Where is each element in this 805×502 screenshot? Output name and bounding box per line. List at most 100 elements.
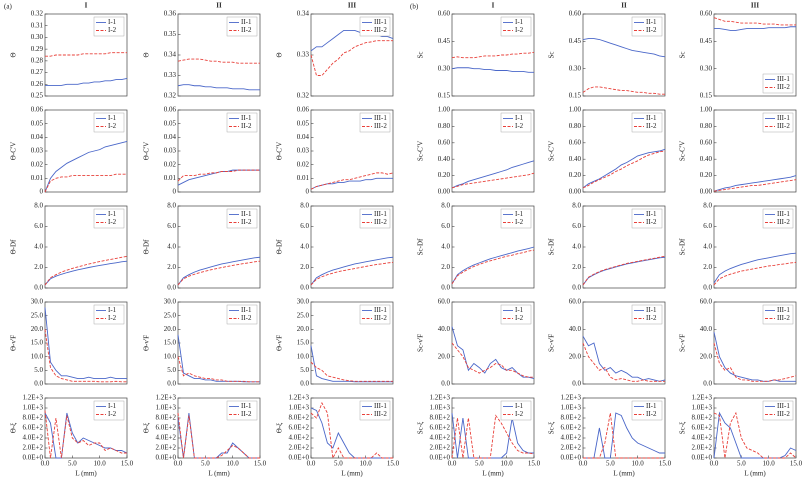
legend-box: [762, 208, 794, 229]
legend-label: III-1: [374, 306, 387, 314]
y-tick-label: 0.30: [569, 64, 582, 72]
legend-box: [762, 304, 794, 325]
legend-label: II-2: [646, 218, 657, 226]
y-tick-label: 0.05: [297, 119, 310, 127]
y-tick-label: 1.0E+3: [23, 404, 44, 412]
y-tick-label: 0.80: [700, 122, 713, 130]
data-line: [713, 342, 797, 382]
legend-label: II-1: [241, 210, 252, 218]
legend-label: I-2: [515, 314, 524, 322]
legend-label: II-1: [241, 18, 252, 26]
data-line: [44, 410, 127, 459]
y-tick-label: 0.03: [164, 147, 177, 155]
y-tick-label: 0.60: [438, 138, 451, 146]
y-tick-label: 0.02: [164, 160, 177, 168]
data-line: [310, 261, 394, 286]
y-tick-label: 10.0: [297, 352, 310, 360]
data-line: [177, 169, 260, 186]
plot-frame: [44, 13, 128, 97]
data-line: [451, 342, 534, 378]
y-tick-label: 6.0E+2: [430, 424, 451, 432]
plot-frame: [582, 13, 666, 97]
data-line: [177, 169, 260, 182]
legend-label: II-2: [241, 218, 252, 226]
y-tick-label: 0.33: [164, 71, 177, 79]
legend-label: II-1: [646, 210, 657, 218]
y-tick-label: 20.0: [700, 352, 713, 360]
y-tick-label: 0.60: [569, 138, 582, 146]
data-line: [713, 411, 797, 459]
y-tick-label: 30.0: [164, 298, 177, 306]
y-tick-label: 0.40: [438, 155, 451, 163]
y-tick-label: 15.0: [164, 339, 177, 347]
legend-label: II-2: [646, 26, 657, 34]
column-title: II: [216, 2, 222, 10]
x-tick-label: 0.0: [307, 460, 316, 468]
y-tick-label: 0.00: [438, 188, 451, 196]
y-axis-label: Θ: [10, 52, 18, 57]
legend-label: III-2: [777, 218, 790, 226]
y-tick-label: 2.0: [167, 263, 176, 271]
y-tick-label: 5.0: [167, 366, 176, 374]
y-axis-label: Θ: [276, 52, 284, 57]
y-tick-label: 6.0: [572, 222, 581, 230]
y-tick-label: 40.0: [569, 325, 582, 333]
legend-box: [631, 208, 663, 229]
data-line: [44, 255, 128, 286]
legend-box: [93, 112, 125, 133]
y-tick-label: 6.0E+2: [289, 424, 310, 432]
y-tick-label: 0.0E+0: [23, 454, 44, 462]
y-tick-label: 1.2E+3: [156, 394, 177, 402]
y-tick-label: 0.34: [297, 10, 310, 18]
data-line: [582, 255, 666, 286]
legend-label: I-2: [108, 122, 117, 130]
y-tick-label: 4.0E+2: [430, 434, 451, 442]
y-tick-label: 0.05: [164, 119, 177, 127]
data-line: [310, 40, 393, 76]
y-tick-label: 0.32: [164, 92, 177, 100]
x-tick-label: 10.0: [763, 460, 776, 468]
y-axis-label: Θ-v'F: [276, 335, 284, 351]
y-tick-label: 1.2E+3: [561, 394, 582, 402]
data-line: [582, 256, 666, 286]
legend-label: I-1: [515, 210, 524, 218]
x-tick-label: 10.0: [360, 460, 373, 468]
data-line: [582, 86, 665, 95]
y-tick-label: 8.0: [703, 202, 712, 210]
y-tick-label: 8.0E+2: [430, 414, 451, 422]
y-axis-label: Sc-Df: [417, 238, 425, 255]
data-line: [310, 345, 393, 383]
data-line: [44, 329, 127, 383]
data-line: [177, 356, 260, 383]
y-tick-label: 0.0: [34, 284, 43, 292]
y-tick-label: 60.0: [700, 298, 713, 306]
y-tick-label: 25.0: [31, 311, 44, 319]
legend-box: [359, 400, 391, 421]
y-tick-label: 4.0: [441, 243, 450, 251]
data-line: [177, 84, 260, 91]
y-tick-label: 6.0: [167, 222, 176, 230]
y-tick-label: 0.60: [438, 10, 451, 18]
y-axis-label: Θ-v'F: [143, 335, 151, 351]
y-tick-label: 0.32: [31, 10, 44, 18]
y-tick-label: 0.01: [164, 174, 177, 182]
plot-frame: [713, 13, 797, 97]
y-axis-label: Sc-v'F: [417, 334, 425, 352]
data-line: [451, 414, 535, 459]
y-tick-label: 8.0: [300, 202, 309, 210]
y-tick-label: 6.0: [34, 222, 43, 230]
y-tick-label: 0.15: [700, 92, 713, 100]
y-tick-label: 0: [306, 188, 310, 196]
legend-label: I-1: [515, 18, 524, 26]
y-tick-label: 4.0E+2: [692, 434, 713, 442]
y-tick-label: 8.0E+2: [289, 414, 310, 422]
y-tick-label: 0.32: [297, 92, 310, 100]
data-line: [177, 334, 260, 383]
y-tick-label: 0.04: [297, 133, 310, 141]
y-axis-label: Sc-C'V: [679, 141, 687, 161]
y-tick-label: 8.0: [572, 202, 581, 210]
y-tick-label: 0.06: [164, 106, 177, 114]
y-tick-label: 6.0: [300, 222, 309, 230]
y-tick-label: 20.0: [31, 325, 44, 333]
y-tick-label: 1.0E+3: [692, 404, 713, 412]
